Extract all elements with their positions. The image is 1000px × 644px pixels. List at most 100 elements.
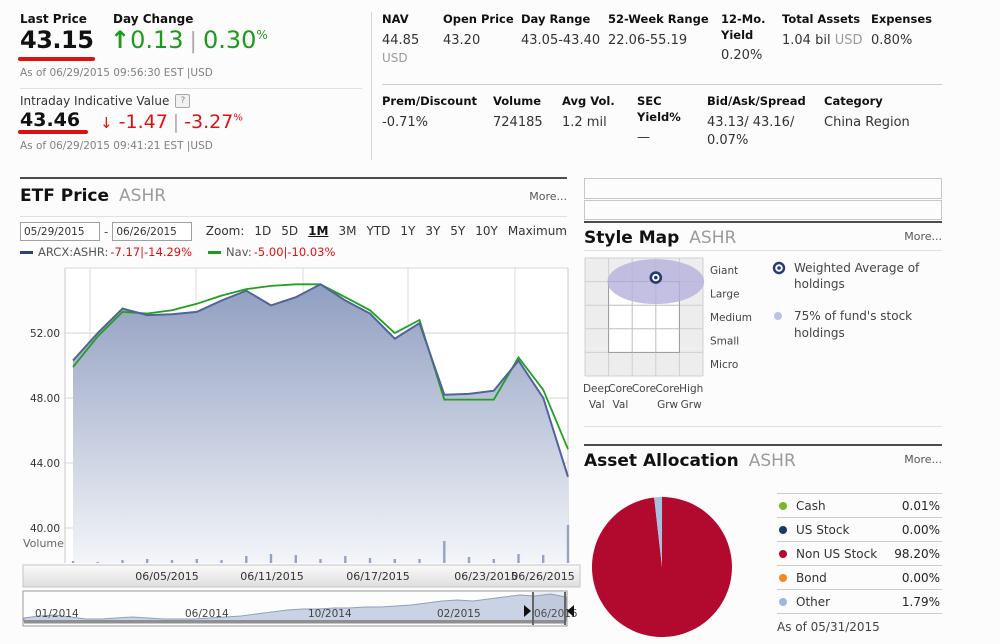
- style-map-legend-text-holdings: 75% of fund's stock holdings: [794, 309, 913, 340]
- range-handle-left-arrow-icon[interactable]: [524, 605, 531, 617]
- volume-label: Volume: [23, 537, 64, 550]
- stat-value: 1.04 bil USD: [782, 32, 863, 48]
- zoom-option-1d[interactable]: 1D: [254, 224, 272, 238]
- style-map-header: Style Map ASHR: [584, 228, 736, 248]
- volume-bar: [71, 561, 75, 563]
- range-handle-right-arrow-icon[interactable]: [567, 605, 574, 617]
- up-arrow-icon: ↑: [110, 26, 131, 54]
- y-axis-tick: 48.00: [30, 393, 60, 405]
- etf-more-link[interactable]: More...: [529, 190, 567, 203]
- stat-label: Bid/Ask/Spread: [707, 94, 806, 108]
- stat-label: Day Range: [521, 12, 591, 26]
- stat-label: Volume: [493, 94, 542, 108]
- alloc-value: 0.00%: [901, 522, 940, 537]
- stat-value: 1.2 mil: [562, 114, 607, 130]
- range-selector-area: [23, 593, 567, 622]
- asset-alloc-asof: As of 05/31/2015: [777, 620, 880, 634]
- stat-value: 44.85: [382, 32, 420, 48]
- stat-value: 22.06-55.19: [608, 32, 688, 48]
- zoom-option-10y[interactable]: 10Y: [475, 224, 498, 238]
- volume-bar: [566, 525, 570, 563]
- empty-field-2: [584, 200, 942, 220]
- volume-bar: [492, 559, 495, 563]
- holdings-dot-icon: [772, 308, 794, 340]
- volume-bar: [467, 557, 471, 563]
- style-map-col-label: Core: [655, 383, 679, 395]
- asset-alloc-more-link[interactable]: More...: [904, 453, 942, 466]
- header-vertical-divider: [371, 12, 372, 160]
- stat-value: 43.20: [443, 32, 481, 48]
- iiv-value: 43.46: [20, 109, 81, 131]
- stat-12-mo-yield: 12-Mo. Yield 0.20%: [721, 12, 782, 65]
- style-map-row-label: Medium: [710, 312, 752, 324]
- stat-label: NAV: [382, 12, 409, 26]
- iiv-underline: [18, 130, 88, 134]
- range-selector-label: 10/2014: [308, 608, 352, 620]
- x-axis-tick: 06/11/2015: [240, 570, 303, 583]
- stat-label: SEC Yield%: [637, 94, 681, 124]
- x-axis-band: [22, 564, 581, 588]
- quote-divider: [20, 88, 362, 89]
- volume-bar: [368, 558, 372, 563]
- legend-name: ARCX:ASHR:: [38, 245, 109, 259]
- alloc-label: Cash: [796, 498, 826, 513]
- help-icon[interactable]: ?: [175, 94, 191, 108]
- iiv-asof: As of 06/29/2015 09:41:21 EST |USD: [20, 140, 213, 152]
- style-map-col-label: Core: [608, 383, 632, 395]
- day-change-label: Day Change: [113, 12, 194, 26]
- zoom-option-ytd[interactable]: YTD: [366, 224, 391, 238]
- range-selected-window[interactable]: [533, 592, 565, 624]
- alloc-dot-icon: [779, 501, 787, 510]
- style-map-col-label: Deep: [584, 383, 611, 395]
- last-price-label: Last Price: [20, 12, 87, 26]
- stats-row-1: NAV 44.85 USD Open Price 43.20 Day Range 43.05…: [382, 12, 942, 85]
- date-from-input[interactable]: [20, 222, 100, 241]
- alloc-row-non-us-stock: Non US Stock 98.20%: [777, 541, 942, 565]
- stat-label: Expenses: [871, 12, 932, 26]
- zoom-option-maximum[interactable]: Maximum: [507, 224, 567, 238]
- asset-alloc-title: Asset Allocation: [584, 451, 739, 471]
- stat-total-assets: Total Assets 1.04 bil USD: [782, 12, 871, 49]
- stat-sub: USD: [382, 51, 408, 66]
- alloc-row-cash: Cash 0.01%: [777, 493, 942, 517]
- zoom-option-3y[interactable]: 3Y: [425, 224, 441, 238]
- alloc-label: Bond: [796, 570, 827, 585]
- stat-value: 43.13/ 43.16/: [707, 114, 795, 130]
- stat-value: 0.20%: [721, 48, 763, 64]
- zoom-option-1y[interactable]: 1Y: [400, 224, 416, 238]
- stat-day-range: Day Range 43.05-43.40: [521, 12, 608, 49]
- alloc-label: Non US Stock: [796, 546, 878, 561]
- zoom-option-5d[interactable]: 5D: [281, 224, 299, 238]
- style-map-row-label: Large: [710, 288, 740, 300]
- stat-52-week-range: 52-Week Range 22.06-55.19: [608, 12, 721, 49]
- x-axis-tick: 06/05/2015: [135, 570, 198, 583]
- stat-open-price: Open Price 43.20: [443, 12, 521, 49]
- pie-slice-other: [654, 497, 662, 567]
- date-to-input[interactable]: [112, 222, 193, 241]
- zoom-option-1m[interactable]: 1M: [308, 224, 329, 238]
- style-map-col-label: Val: [589, 399, 605, 411]
- style-map-section-rule: [584, 221, 942, 223]
- style-map-col-label: Core: [632, 383, 656, 395]
- zoom-option-3m[interactable]: 3M: [338, 224, 357, 238]
- style-map-col-label: High: [679, 383, 703, 395]
- legend-item-nav: Nav: -5.00|-10.03%: [208, 245, 335, 259]
- stat-value: -0.71%: [382, 114, 428, 130]
- style-map-title: Style Map: [584, 228, 680, 248]
- stat-value-2: 0.07%: [707, 133, 749, 149]
- date-range-controls: -: [20, 222, 193, 241]
- zoom-label: Zoom:: [205, 224, 245, 238]
- zoom-option-5y[interactable]: 5Y: [450, 224, 466, 238]
- volume-bar: [170, 560, 174, 563]
- etf-chart-legend: ARCX:ASHR: -7.17|-14.29% Nav: -5.00|-10.03%: [20, 245, 351, 259]
- legend-value: -7.17|-14.29%: [110, 245, 193, 259]
- asset-alloc-table: Cash 0.01% US Stock 0.00% Non US Stock 98.20%…: [777, 493, 942, 614]
- legend-swatch: [208, 250, 222, 254]
- style-map-legend: Weighted Average of holdings 75% of fund…: [772, 260, 940, 357]
- range-selector-track[interactable]: [24, 620, 565, 624]
- legend-name: Nav:: [226, 245, 252, 259]
- etf-section-rule: [20, 177, 567, 179]
- style-map-legend-item-holdings: 75% of fund's stock holdings: [772, 308, 940, 340]
- style-map-more-link[interactable]: More...: [904, 230, 942, 243]
- volume-bar: [443, 541, 446, 563]
